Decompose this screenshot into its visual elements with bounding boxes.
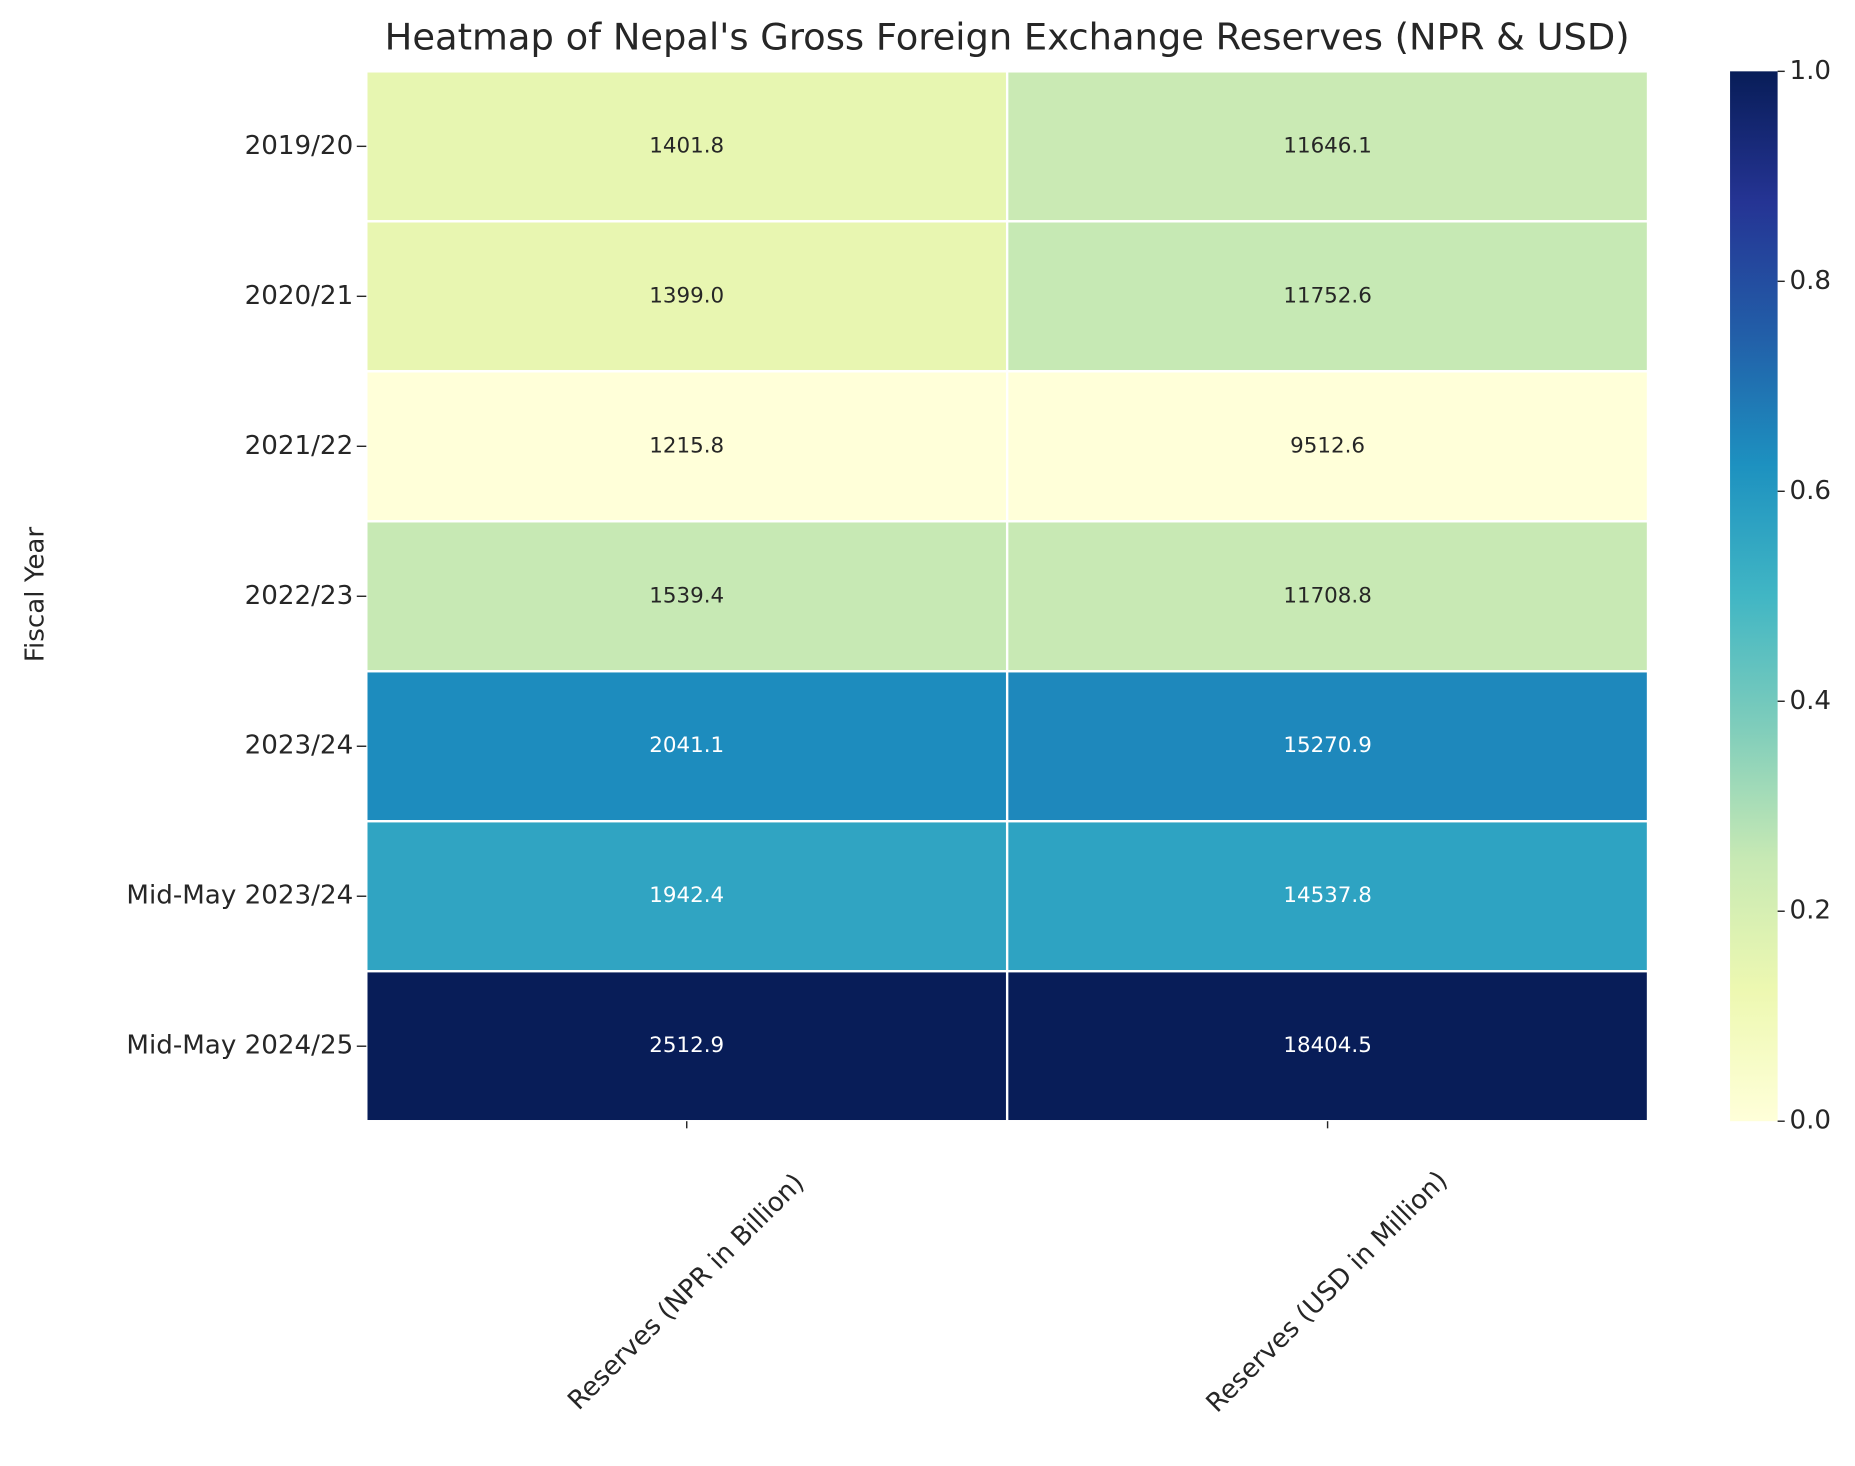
heatmap-cell	[1005, 970, 1650, 1123]
cell-label: 1399.0	[649, 283, 724, 308]
heatmap-cell	[1005, 520, 1650, 673]
cell-label: 11646.1	[1283, 133, 1371, 158]
cell-label: 9512.6	[1290, 433, 1365, 458]
chart-title: Heatmap of Nepal's Gross Foreign Exchang…	[385, 16, 1630, 59]
y-tick-label: 2020/21	[245, 281, 354, 311]
y-tick-label: Mid-May 2023/24	[126, 881, 353, 911]
y-tick-label: 2023/24	[245, 731, 354, 761]
y-tick-label: 2022/23	[245, 581, 354, 611]
colorbar-tick-label: 0.8	[1790, 266, 1832, 296]
y-tick-label: 2021/22	[245, 431, 354, 461]
colorbar-tick-label: 0.0	[1790, 1106, 1832, 1136]
heatmap-cell	[365, 370, 1009, 523]
heatmap-cell	[1005, 370, 1650, 523]
cell-label: 2041.1	[649, 733, 724, 758]
colorbar-tick-label: 1.0	[1790, 56, 1832, 86]
heatmap-cell	[1005, 70, 1650, 223]
y-tick-label: Mid-May 2024/25	[126, 1031, 353, 1061]
cell-label: 1942.4	[649, 883, 724, 908]
heatmap-cell	[365, 70, 1009, 223]
y-axis-label: Fiscal Year	[20, 527, 50, 663]
heatmap-cell	[1005, 820, 1650, 973]
heatmap-cell	[365, 220, 1009, 373]
cell-label: 1215.8	[649, 433, 724, 458]
colorbar	[1730, 71, 1778, 1122]
heatmap-cell	[365, 970, 1009, 1123]
cell-label: 18404.5	[1283, 1033, 1371, 1058]
cell-label: 15270.9	[1283, 733, 1371, 758]
cell-label: 1401.8	[649, 133, 724, 158]
colorbar-tick-label: 0.2	[1790, 896, 1832, 926]
colorbar-tick-label: 0.4	[1790, 686, 1832, 716]
cell-label: 11708.8	[1283, 583, 1371, 608]
cell-label: 14537.8	[1283, 883, 1371, 908]
x-tick-label: Reserves (NPR in Billion)	[562, 1168, 810, 1416]
cell-label: 11752.6	[1283, 283, 1371, 308]
heatmap-cell	[1005, 220, 1650, 373]
heatmap-cell	[1005, 670, 1650, 823]
cell-label: 2512.9	[649, 1033, 724, 1058]
x-tick-label: Reserves (USD in Million)	[1201, 1166, 1454, 1419]
y-tick-label: 2019/20	[245, 131, 354, 161]
cell-label: 1539.4	[649, 583, 724, 608]
colorbar-tick-label: 0.6	[1790, 476, 1832, 506]
